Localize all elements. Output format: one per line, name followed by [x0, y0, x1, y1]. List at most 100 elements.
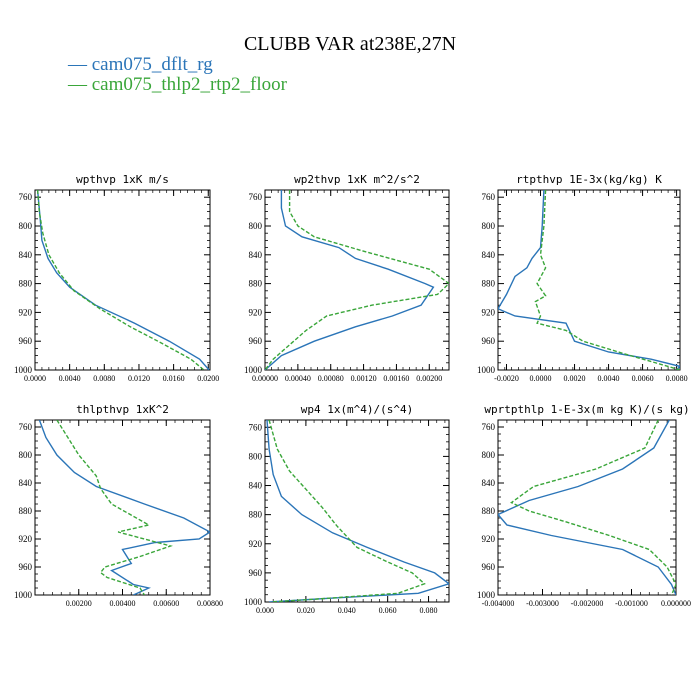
- x-tick-label: 0.00200: [416, 374, 442, 383]
- y-tick-label: 800: [19, 450, 33, 460]
- panel-5: wp4 1x(m^4)/(s^4)76080084088092096010000…: [244, 403, 450, 615]
- series-line-floor: [510, 420, 676, 595]
- x-tick-label: 0.00080: [318, 374, 344, 383]
- y-tick-label: 760: [482, 192, 496, 202]
- x-tick-label: 0.0040: [598, 374, 620, 383]
- y-tick-label: 960: [482, 336, 496, 346]
- x-tick-label: 0.000000: [661, 599, 691, 608]
- x-tick-label: 0.0000: [530, 374, 552, 383]
- y-tick-label: 960: [249, 336, 263, 346]
- panel-1: wpthvp 1xK m/s76080084088092096010000.00…: [14, 173, 219, 383]
- x-tick-label: 0.0120: [128, 374, 150, 383]
- y-tick-label: 920: [19, 307, 33, 317]
- x-tick-label: 0.0080: [93, 374, 115, 383]
- y-tick-label: 760: [482, 422, 496, 432]
- y-tick-label: 880: [19, 506, 33, 516]
- x-tick-label: 0.00200: [66, 599, 92, 608]
- y-tick-label: 880: [482, 506, 496, 516]
- y-tick-label: 760: [19, 422, 33, 432]
- x-tick-label: -0.001000: [615, 599, 648, 608]
- panel-title: wp2thvp 1xK m^2/s^2: [294, 173, 420, 186]
- x-tick-label: 0.00040: [285, 374, 311, 383]
- x-tick-label: -0.002000: [571, 599, 604, 608]
- series-line-dflt: [265, 190, 435, 370]
- x-tick-label: 0.0000: [24, 374, 46, 383]
- y-tick-label: 840: [482, 250, 496, 260]
- y-tick-label: 920: [482, 307, 496, 317]
- x-tick-label: 0.00120: [351, 374, 377, 383]
- x-tick-label: 0.0200: [197, 374, 219, 383]
- plot-frame: [264, 419, 450, 603]
- y-tick-label: 1000: [244, 597, 263, 607]
- series-line-dflt: [498, 190, 680, 370]
- y-tick-label: 1000: [244, 365, 263, 375]
- panel-grid: wpthvp 1xK m/s76080084088092096010000.00…: [14, 173, 691, 615]
- x-tick-label: 0.0040: [59, 374, 81, 383]
- y-tick-label: 920: [19, 534, 33, 544]
- y-tick-label: 800: [249, 221, 263, 231]
- panel-4: thlpthvp 1xK^2 760 800 840 880 920 960 1000 0.00…: [14, 403, 223, 608]
- x-tick-label: 0.00400: [110, 599, 136, 608]
- x-tick-label: -0.0020: [494, 374, 519, 383]
- y-tick-label: 800: [249, 451, 263, 461]
- y-tick-label: 1000: [14, 365, 33, 375]
- y-tick-label: 880: [249, 279, 263, 289]
- legend-entry-floor: — cam075_thlp2_rtp2_floor: [67, 74, 288, 95]
- x-tick-label: 0.000: [256, 606, 274, 615]
- x-tick-label: 0.0020: [564, 374, 586, 383]
- y-tick-label: 880: [19, 279, 33, 289]
- panel-title: wpthvp 1xK m/s: [76, 173, 169, 186]
- panel-title: wprtpthlp 1-E-3x(m kg K)/(s kg): [484, 403, 689, 416]
- y-tick-label: 840: [249, 250, 263, 260]
- y-tick-label: 920: [249, 307, 263, 317]
- panel-title: rtpthvp 1E-3x(kg/kg) K: [516, 173, 662, 186]
- series-line-floor: [534, 190, 680, 370]
- y-tick-label: 800: [482, 450, 496, 460]
- y-tick-label: 760: [249, 192, 263, 202]
- y-tick-label: 880: [482, 279, 496, 289]
- panel-2: wp2thvp 1xK m^2/s^2 760 800 840 880 920 960 100…: [244, 173, 450, 383]
- panel-title: thlpthvp 1xK^2: [76, 403, 169, 416]
- y-tick-label: 840: [19, 250, 33, 260]
- y-tick-label: 880: [249, 510, 263, 520]
- y-tick-label: 760: [249, 422, 263, 432]
- x-tick-label: -0.004000: [482, 599, 515, 608]
- x-tick-label: 0.040: [338, 606, 356, 615]
- y-tick-label: 960: [19, 562, 33, 572]
- y-tick-label: 800: [482, 221, 496, 231]
- series-line-floor: [56, 420, 174, 595]
- y-tick-label: 1000: [14, 590, 33, 600]
- plot-frame: [34, 419, 211, 596]
- x-tick-label: 0.060: [379, 606, 397, 615]
- series-line-dflt: [498, 420, 676, 595]
- y-tick-label: 800: [19, 221, 33, 231]
- plot-frame: [34, 189, 211, 371]
- y-tick-label: 1000: [477, 365, 496, 375]
- y-tick-label: 920: [249, 539, 263, 549]
- y-tick-label: 760: [19, 192, 33, 202]
- series-line-dflt: [36, 190, 210, 370]
- series-line-floor: [265, 190, 449, 370]
- y-tick-label: 920: [482, 534, 496, 544]
- figure-title: CLUBB VAR at238E,27N: [244, 33, 456, 55]
- y-tick-label: 840: [482, 478, 496, 488]
- x-tick-label: 0.00000: [252, 374, 278, 383]
- series-line-floor: [36, 190, 205, 370]
- x-tick-label: 0.00600: [153, 599, 179, 608]
- x-tick-label: 0.00800: [197, 599, 223, 608]
- x-tick-label: 0.0080: [666, 374, 688, 383]
- legend-entry-dflt: — cam075_dflt_rg: [67, 54, 213, 75]
- series-line-floor: [268, 420, 426, 602]
- x-tick-label: 0.080: [420, 606, 438, 615]
- x-tick-label: 0.0060: [632, 374, 654, 383]
- x-tick-label: 0.020: [297, 606, 315, 615]
- panel-title: wp4 1x(m^4)/(s^4): [301, 403, 414, 416]
- plot-frame: [497, 189, 681, 371]
- x-tick-label: -0.003000: [526, 599, 559, 608]
- panel-3: rtpthvp 1E-3x(kg/kg) K 760 800 840 880 920 960…: [477, 173, 688, 383]
- y-tick-label: 960: [249, 568, 263, 578]
- x-tick-label: 0.00160: [383, 374, 409, 383]
- series-line-dflt: [266, 420, 449, 602]
- y-tick-label: 840: [19, 478, 33, 488]
- series-line-dflt: [38, 420, 210, 595]
